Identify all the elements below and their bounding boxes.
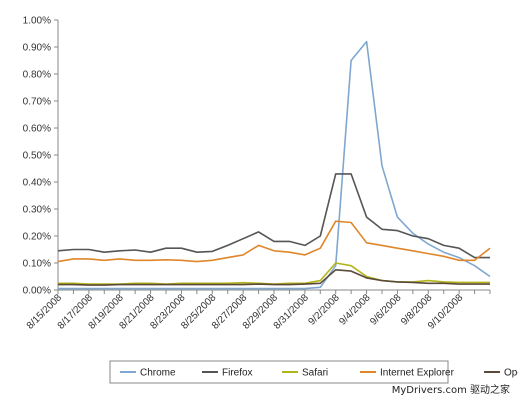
legend-label-firefox: Firefox: [222, 368, 253, 379]
legend-box: [109, 360, 449, 384]
y-tick-label: 0.00%: [23, 286, 51, 297]
y-tick-label: 0.90%: [23, 43, 51, 54]
y-axis: 0.00% 0.10% 0.20% 0.30% 0.40% 0.50% 0.60% 0.70%…: [23, 16, 59, 297]
series-line-firefox: [57, 173, 490, 259]
y-tick-label: 0.10%: [23, 259, 51, 270]
watermark: MyDrivers.com 驱动之家: [391, 385, 510, 396]
x-axis: 8/15/20088/17/20088/19/20088/21/20088/23…: [25, 289, 491, 332]
series-layer: [57, 40, 491, 290]
legend-label-internet-explorer: Internet Explorer: [380, 368, 455, 379]
y-tick-label: 0.20%: [23, 232, 51, 243]
y-tick-label: 0.70%: [23, 97, 51, 108]
x-tick-label: 9/6/2008: [368, 292, 404, 328]
legend-label-safari: Safari: [302, 368, 328, 379]
y-tick-label: 0.60%: [23, 124, 51, 135]
y-tick-label: 0.40%: [23, 178, 51, 189]
series-line-safari: [58, 262, 490, 285]
y-tick-label: 0.50%: [23, 151, 51, 162]
series-line-internet-explorer: [57, 220, 491, 263]
x-tick-label: 9/4/2008: [337, 292, 373, 328]
y-tick-label: 1.00%: [23, 16, 51, 27]
y-tick-label: 0.30%: [23, 205, 51, 216]
legend-label-chrome: Chrome: [140, 368, 176, 379]
y-tick-label: 0.80%: [23, 70, 51, 81]
x-tick-label: 9/2/2008: [307, 292, 343, 328]
series-line-opera: [58, 268, 490, 286]
legend-label-opera: Opera: [504, 368, 518, 379]
legend: Chrome Firefox Safari Internet Explorer Oper…: [109, 360, 518, 384]
